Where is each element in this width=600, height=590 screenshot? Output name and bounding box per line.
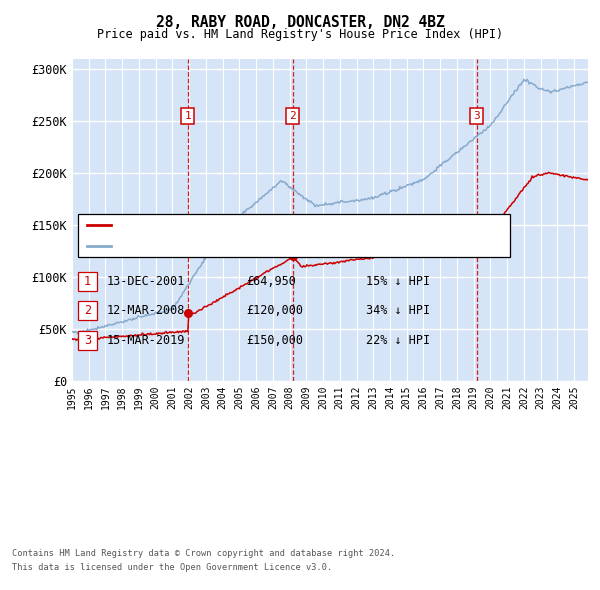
Text: 28, RABY ROAD, DONCASTER, DN2 4BZ (detached house): 28, RABY ROAD, DONCASTER, DN2 4BZ (detac…	[115, 220, 428, 230]
Text: £120,000: £120,000	[246, 304, 303, 317]
Text: 34% ↓ HPI: 34% ↓ HPI	[366, 304, 430, 317]
Text: 12-MAR-2008: 12-MAR-2008	[107, 304, 185, 317]
Text: 1: 1	[184, 111, 191, 121]
Text: 22% ↓ HPI: 22% ↓ HPI	[366, 334, 430, 347]
Text: 2: 2	[84, 304, 91, 317]
Text: 13-DEC-2001: 13-DEC-2001	[107, 275, 185, 288]
Text: This data is licensed under the Open Government Licence v3.0.: This data is licensed under the Open Gov…	[12, 563, 332, 572]
Text: Contains HM Land Registry data © Crown copyright and database right 2024.: Contains HM Land Registry data © Crown c…	[12, 549, 395, 558]
Text: 28, RABY ROAD, DONCASTER, DN2 4BZ: 28, RABY ROAD, DONCASTER, DN2 4BZ	[155, 15, 445, 30]
Text: £64,950: £64,950	[246, 275, 296, 288]
Text: 3: 3	[84, 334, 91, 347]
Text: 1: 1	[84, 275, 91, 288]
Text: Price paid vs. HM Land Registry's House Price Index (HPI): Price paid vs. HM Land Registry's House …	[97, 28, 503, 41]
Text: 2: 2	[289, 111, 295, 121]
Text: £150,000: £150,000	[246, 334, 303, 347]
Text: 15-MAR-2019: 15-MAR-2019	[107, 334, 185, 347]
Text: 15% ↓ HPI: 15% ↓ HPI	[366, 275, 430, 288]
Text: 3: 3	[473, 111, 480, 121]
Text: HPI: Average price, detached house, Doncaster: HPI: Average price, detached house, Donc…	[115, 241, 397, 251]
